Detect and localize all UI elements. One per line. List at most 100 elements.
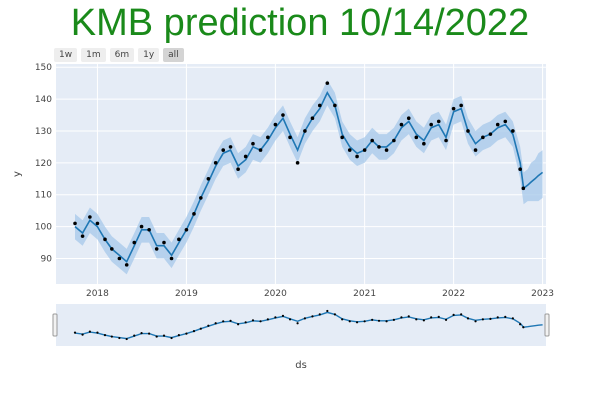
observed-point: [147, 227, 151, 232]
range-button-1w[interactable]: 1w: [54, 48, 78, 62]
observed-point: [451, 106, 456, 111]
slider-observed-point: [73, 331, 77, 334]
y-tick-label: 130: [35, 127, 52, 137]
x-tick-label: 2019: [175, 289, 198, 299]
y-axis-label: y: [12, 171, 23, 177]
observed-point: [110, 247, 114, 251]
x-axis-label: ds: [295, 360, 307, 371]
range-slider-background[interactable]: [56, 304, 546, 346]
slider-observed-point: [296, 322, 299, 325]
observed-point: [333, 103, 337, 108]
observed-point: [154, 247, 159, 251]
slider-observed-point: [133, 334, 136, 337]
slider-observed-point: [371, 318, 374, 321]
slider-observed-point: [207, 324, 210, 327]
observed-point: [414, 135, 419, 140]
slider-observed-point: [162, 334, 166, 337]
observed-point: [317, 103, 322, 108]
slider-observed-point: [259, 320, 262, 323]
observed-point: [139, 224, 144, 229]
observed-point: [124, 263, 129, 267]
slider-observed-point: [355, 321, 359, 324]
slider-observed-point: [288, 318, 292, 321]
slider-observed-point: [363, 320, 366, 323]
range-button-1m[interactable]: 1m: [81, 48, 106, 62]
observed-point: [340, 135, 344, 140]
observed-point: [221, 148, 226, 152]
observed-point: [213, 161, 218, 165]
x-tick-label: 2021: [353, 289, 376, 299]
observed-point: [473, 148, 478, 152]
x-tick-label: 2018: [86, 289, 109, 299]
slider-observed-point: [192, 330, 196, 333]
slider-observed-point: [214, 322, 217, 325]
observed-point: [80, 234, 85, 238]
slider-observed-point: [377, 319, 381, 322]
slider-observed-point: [244, 321, 247, 324]
slider-observed-point: [103, 334, 107, 337]
range-button-all[interactable]: all: [163, 48, 184, 62]
range-slider-right-handle[interactable]: [544, 313, 550, 337]
observed-point: [288, 135, 292, 140]
chart-title: KMB prediction 10/14/2022: [70, 2, 530, 44]
slider-observed-point: [81, 333, 84, 336]
range-slider-left-handle[interactable]: [52, 313, 58, 337]
observed-point: [521, 186, 526, 191]
slider-observed-point: [522, 326, 525, 329]
slider-observed-point: [348, 320, 351, 323]
observed-point: [377, 145, 381, 149]
observed-point: [511, 129, 515, 133]
observed-point: [266, 135, 270, 140]
slider-observed-point: [281, 314, 285, 317]
observed-point: [273, 122, 278, 127]
slider-observed-point: [251, 319, 255, 322]
observed-point: [303, 129, 307, 133]
slider-observed-point: [511, 317, 514, 320]
observed-point: [355, 154, 359, 159]
uncertainty-band: [75, 79, 543, 275]
slider-observed-point: [341, 318, 344, 321]
x-tick-label: 2020: [264, 289, 287, 299]
slider-observed-point: [430, 316, 433, 319]
slider-observed-point: [333, 313, 336, 316]
x-axis-ticks: 2018 2019 2020 2021 2022 2023: [86, 289, 554, 299]
x-tick-label: 2022: [442, 289, 465, 299]
observed-point: [281, 113, 285, 117]
slider-observed-point: [266, 318, 269, 321]
observed-point: [162, 240, 166, 245]
observed-point: [392, 138, 396, 143]
slider-observed-point: [170, 336, 173, 340]
observed-point: [243, 154, 248, 159]
slider-observed-point: [222, 320, 225, 323]
slider-observed-point: [199, 327, 202, 330]
y-tick-label: 120: [35, 159, 52, 169]
observed-point: [399, 122, 404, 127]
slider-observed-point: [385, 320, 388, 323]
main-grid: [56, 64, 546, 284]
observed-point: [177, 237, 181, 242]
slider-observed-point: [118, 336, 121, 340]
slider-observed-point: [392, 318, 395, 321]
slider-observed-point: [229, 319, 232, 322]
observed-point: [132, 240, 137, 245]
observed-point: [495, 122, 500, 127]
y-tick-label: 140: [35, 95, 52, 105]
slider-observed-point: [422, 319, 425, 322]
observed-point: [206, 176, 211, 181]
range-selector: 1w 1m 6m 1y all: [54, 48, 184, 62]
slider-observed-point: [125, 337, 128, 341]
observed-point: [236, 167, 240, 172]
range-button-1y[interactable]: 1y: [138, 48, 160, 62]
slider-observed-point: [481, 318, 484, 321]
observed-point: [192, 212, 196, 216]
slider-observed-point: [274, 316, 277, 319]
observed-points: [73, 81, 526, 267]
slider-observed-point: [185, 332, 188, 335]
slider-observed-point: [155, 335, 158, 338]
slider-observed-point: [110, 335, 113, 338]
range-slider-observed-points: [73, 309, 525, 341]
range-button-6m[interactable]: 6m: [109, 48, 135, 62]
observed-point: [481, 135, 485, 140]
slider-observed-point: [415, 318, 418, 321]
